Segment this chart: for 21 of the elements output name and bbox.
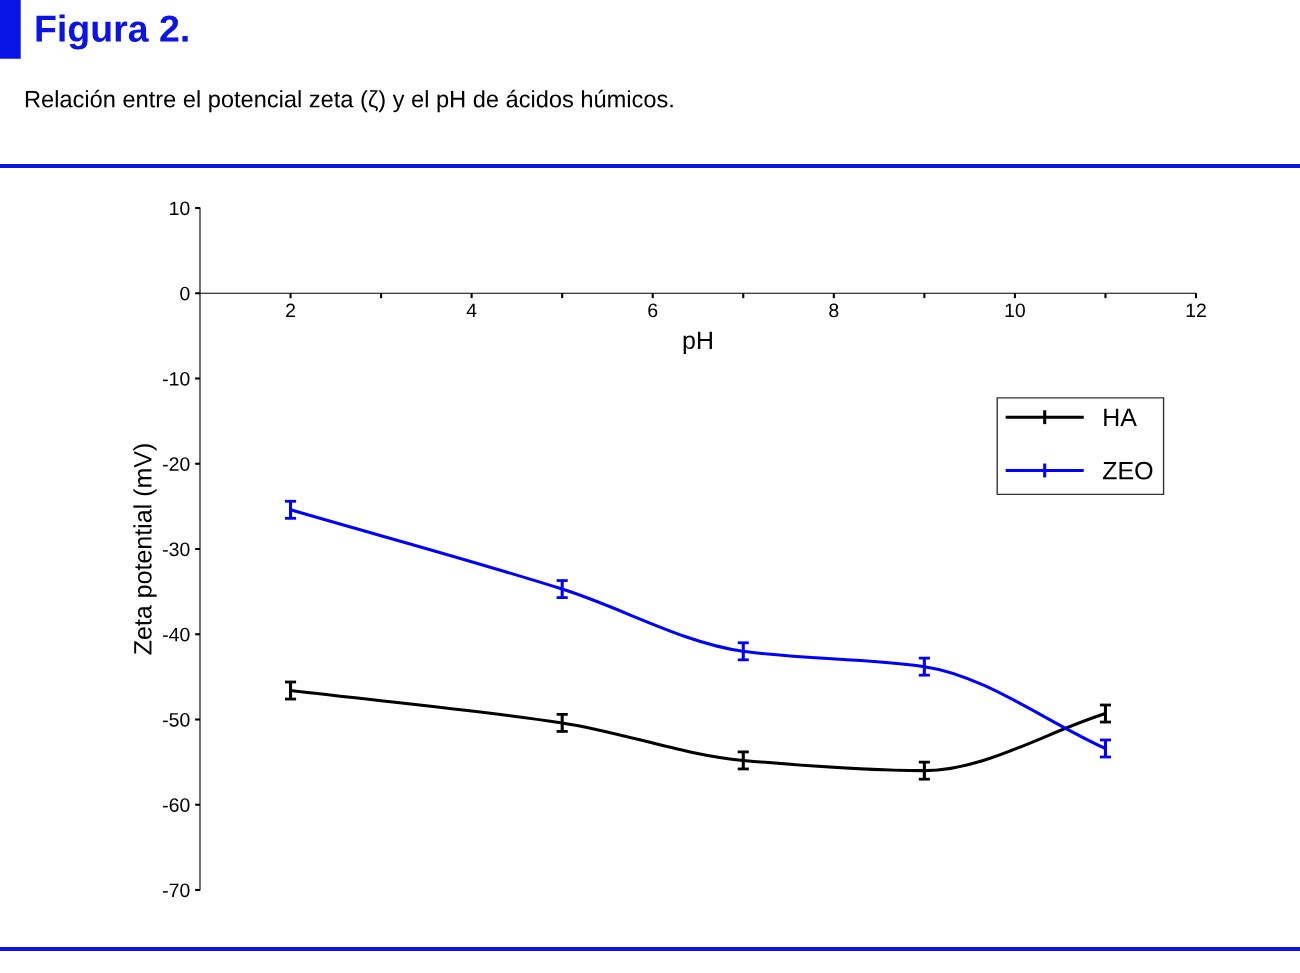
y-tick-label: -20 [163,457,190,471]
x-axis-title: pH [683,331,712,355]
y-tick-label: -70 [163,883,190,898]
y-tick-label: -50 [163,712,190,727]
y-tick-label: -60 [163,798,190,812]
y-tick-label: 10 [170,201,190,216]
y-tick-label: 0 [180,286,190,301]
x-tick-label: 2 [286,303,295,318]
legend-label: HA [1104,408,1137,426]
y-tick-label: -10 [163,371,190,386]
x-tick-label: 8 [829,303,839,318]
chart-subtitle: Relación entre el potencial zeta (ζ) y el pH de ácidos húmicos. [25,89,673,113]
x-tick-label: 12 [1186,303,1206,318]
y-axis-title: Zeta potential (mV) [133,444,157,655]
x-tick-label: 4 [466,303,477,318]
x-tick-label: 10 [1005,303,1025,318]
x-tick-label: 6 [648,303,658,318]
y-tick-label: -40 [163,627,190,642]
legend-label: ZEO [1102,461,1153,480]
chart-title: Figura 2. [36,14,188,50]
y-tick-label: -30 [163,542,190,557]
